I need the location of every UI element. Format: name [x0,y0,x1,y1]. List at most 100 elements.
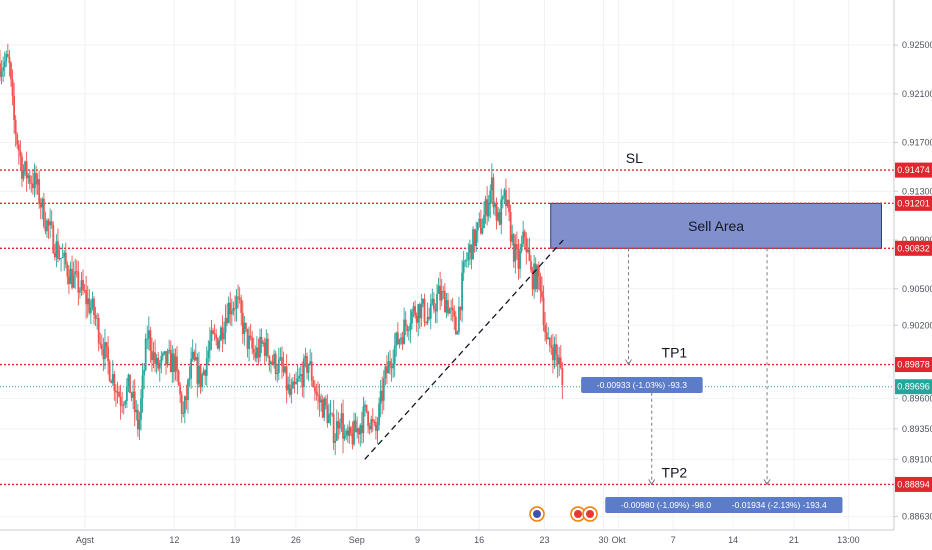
candle-body [14,120,17,135]
candle-body [44,226,47,232]
candle-body [467,252,470,260]
candle-body [68,276,70,284]
candle-body [310,361,313,381]
candle-body [75,271,78,273]
candle-body [349,427,352,434]
candle-body [104,342,106,360]
candle-body [259,336,261,358]
candle-body [414,306,416,316]
candle-body [475,230,478,247]
candle-body [257,347,260,358]
level-price-badge-label: 0.88894 [897,479,930,489]
price-badges: 0.91474 0.91201 0.90832 0.89878 0.88894 0.896… [895,162,932,492]
candle-body [368,425,371,430]
candle-body [425,321,427,324]
candle-body [298,375,301,379]
candle-body [337,421,340,429]
candle-body [248,335,250,350]
candle-body [375,422,377,431]
measure-box[interactable] [716,497,843,514]
candle-body [77,271,80,293]
candle-body [534,263,537,290]
candle-body [31,183,34,189]
candle-body [454,316,457,335]
candle-body [205,358,208,376]
candle-body [270,361,272,365]
candle-body [401,337,404,344]
candle-body [21,156,23,179]
candle-body [221,327,224,340]
candle-body [111,374,114,384]
level-price-badge [895,357,932,373]
candle-body [313,386,316,392]
time-tick-label: 14 [728,535,738,545]
price-tick-label: 0.92100 [902,89,932,99]
candle-body [138,419,141,430]
candle-body [158,363,161,369]
candle-body [393,345,396,364]
candle-body [494,203,496,208]
candle-body [556,354,559,365]
time-tick-label: Okt [612,535,627,545]
time-axis[interactable]: Agst 12 19 26 Sep 9 16 23 30 Okt 7 14 21 13:00 [76,535,860,545]
candle-body [89,307,92,313]
candle-body [36,179,39,185]
candle-body [461,272,463,311]
candle-body [495,203,498,221]
candle-body [219,327,222,341]
candle-body [459,306,462,311]
candle-body [282,365,285,373]
candle-body [108,361,111,381]
candle-body [132,391,135,398]
candle-body [533,263,536,290]
candle-body [160,355,163,364]
candle-body [309,361,312,365]
event-icon-group-2[interactable] [570,506,598,522]
price-axis[interactable]: 0.92500 0.92100 0.91700 0.91300 0.90900 0.905… [894,40,932,522]
candle-body [418,304,421,319]
level-price-badge [895,240,932,256]
time-tick-label: 19 [230,535,240,545]
candle-body [498,212,501,225]
candle-body [19,150,22,157]
measure-box[interactable] [605,497,727,514]
candle-body [561,368,564,386]
event-icon-group-1[interactable] [529,506,545,522]
price-levels [0,169,894,486]
candle-body [486,199,489,217]
candle-body [456,331,459,335]
current-price-badge-label: 0.89696 [897,382,930,392]
candle-body [121,405,124,407]
candle-body [407,330,410,332]
candle-body [47,220,50,226]
level-price-badge-label: 0.91474 [897,165,930,175]
candle-body [531,270,534,290]
candle-body [497,212,500,221]
candle-body [16,134,19,145]
candle-body [129,374,131,394]
candle-body [476,222,479,231]
candle-body [115,390,117,393]
candle-body [155,357,158,364]
candle-body [63,252,66,257]
candle-body [447,300,449,314]
candle-body [168,349,171,352]
candle-body [135,409,138,413]
candle-body [2,67,5,71]
candle-body [442,290,445,292]
candle-body [105,342,108,347]
candle-body [505,189,507,207]
measure-box[interactable] [581,377,703,394]
candle-body [411,311,413,324]
candle-body [346,430,349,436]
candle-body [246,328,249,350]
candle-body [38,179,41,204]
sell-area-group[interactable]: Sell Area [550,202,882,249]
candle-body [266,338,269,357]
candle-body [423,298,426,322]
level-price-badge-label: 0.91201 [897,198,930,208]
candle-body [210,330,213,342]
candle-body [479,218,482,234]
candle-body [169,349,172,373]
